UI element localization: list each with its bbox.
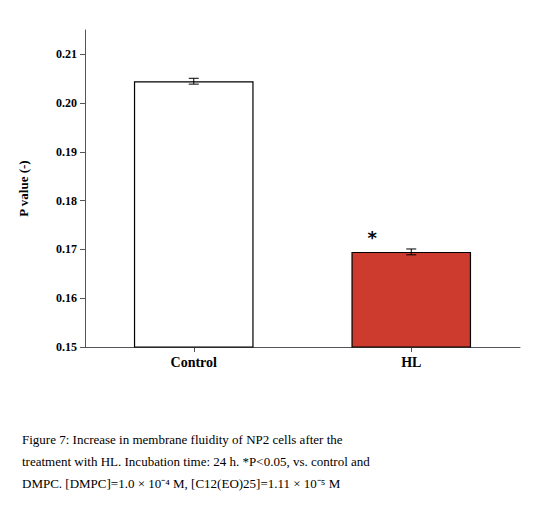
- svg-text:DMPC. [DMPC]=1.0 × 10⁻⁴ M, [C1: DMPC. [DMPC]=1.0 × 10⁻⁴ M, [C12(EO)25]=1…: [22, 476, 341, 491]
- svg-text:0.21: 0.21: [56, 47, 77, 61]
- svg-text:0.18: 0.18: [56, 194, 77, 208]
- svg-text:Figure 7: Increase in membrane: Figure 7: Increase in membrane fluidity …: [22, 432, 343, 447]
- svg-text:0.17: 0.17: [56, 242, 77, 256]
- svg-text:Control: Control: [171, 355, 218, 370]
- svg-text:treatment with HL. Incubation: treatment with HL. Incubation time: 24 h…: [22, 454, 370, 469]
- svg-text:0.19: 0.19: [56, 145, 77, 159]
- svg-text:HL: HL: [401, 355, 421, 370]
- svg-text:*: *: [367, 227, 377, 248]
- svg-text:0.16: 0.16: [56, 291, 77, 305]
- svg-text:0.20: 0.20: [56, 96, 77, 110]
- svg-text:0.15: 0.15: [56, 340, 77, 354]
- svg-text:P value (-): P value (-): [16, 160, 31, 216]
